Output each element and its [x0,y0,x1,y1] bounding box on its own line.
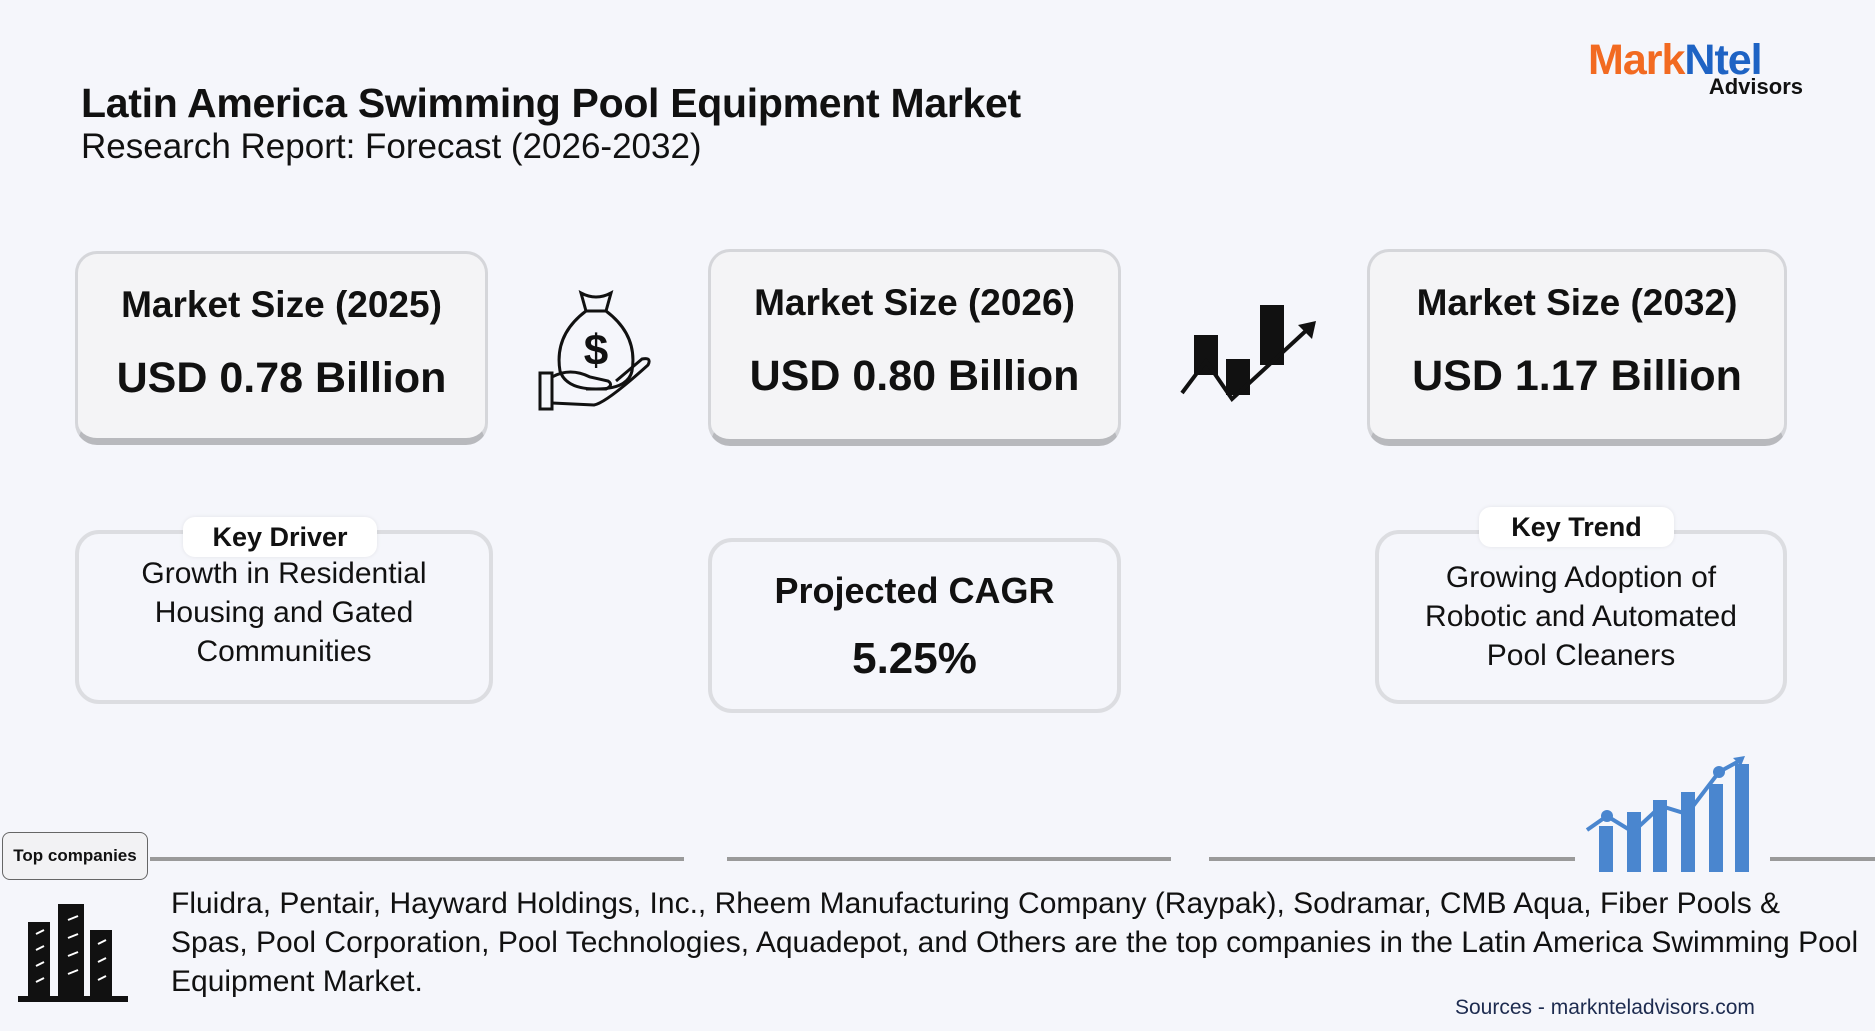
bar-chart-growth-icon [1585,756,1749,872]
sources-link[interactable]: Sources - marknteladvisors.com [1455,996,1755,1019]
market-size-2032-card: Market Size (2032) USD 1.17 Billion [1367,249,1787,446]
market-size-2026-card: Market Size (2026) USD 0.80 Billion [708,249,1121,446]
key-driver-label: Key Driver [183,517,377,557]
market-size-label: Market Size (2025) [121,284,442,325]
logo-advisors: Advisors [1708,74,1803,99]
key-driver-text: Growth in Residential Housing and Gated … [141,557,427,668]
svg-text:$: $ [584,326,608,375]
logo-ntel: Ntel [1684,36,1762,84]
cagr-label: Projected CAGR [774,570,1055,611]
cagr-box: Projected CAGR 5.25% [708,538,1121,713]
buildings-icon [18,904,128,1002]
page-title: Latin America Swimming Pool Equipment Ma… [81,80,1021,126]
top-companies-text: Fluidra, Pentair, Hayward Holdings, Inc.… [171,887,1859,998]
key-trend-box: Growing Adoption of Robotic and Automate… [1375,530,1787,704]
growth-chart-icon [1180,305,1316,403]
market-size-label: Market Size (2032) [1416,282,1738,323]
marknteladvisors-logo: MarkNtel Advisors [1588,36,1803,100]
logo-mark: Mark [1588,36,1685,84]
divider-line [727,857,1171,861]
divider-line [1209,857,1575,861]
market-size-2025-card: Market Size (2025) USD 0.78 Billion [75,251,488,445]
key-trend-text: Growing Adoption of Robotic and Automate… [1425,561,1737,672]
money-bag-hand-icon: $ [538,290,651,411]
market-size-value: USD 1.17 Billion [1412,352,1742,400]
market-size-value: USD 0.80 Billion [749,352,1080,400]
market-size-value: USD 0.78 Billion [116,354,447,402]
divider-line [150,857,684,861]
key-trend-label: Key Trend [1479,507,1674,547]
page-subtitle: Research Report: Forecast (2026-2032) [81,127,702,166]
top-companies-label: Top companies [2,832,148,880]
market-size-label: Market Size (2026) [754,282,1075,323]
cagr-value: 5.25% [852,634,977,683]
divider-line [1770,857,1875,861]
